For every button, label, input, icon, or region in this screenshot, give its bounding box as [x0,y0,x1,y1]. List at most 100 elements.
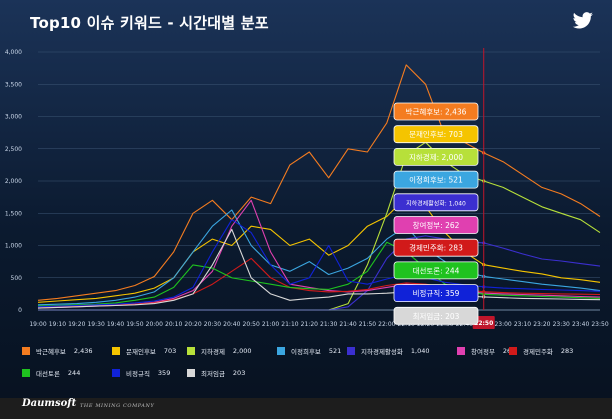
legend-series-name: 대선토론 [36,370,60,378]
series-line [37,209,601,306]
y-tick-label: 1,000 [5,243,22,250]
tooltip-box [393,170,479,189]
series-line [37,228,601,309]
tooltip-box [393,147,479,166]
x-tick-label: 23:10 [514,321,531,328]
time-marker-label: 22:50 [474,320,493,327]
x-tick-label: 21:10 [281,321,298,328]
y-tick-label: 2,000 [5,178,22,185]
legend-item: 최저임금 203 [187,366,245,380]
legend-series-value: 703 [163,347,177,355]
tooltip-box [393,261,479,280]
y-tick-label: 3,000 [5,114,22,121]
daumsoft-logo: Daumsoft [22,398,77,409]
tooltip-box [393,102,479,121]
tooltip-box [393,125,479,144]
x-tick-label: 20:50 [243,321,260,328]
legend-swatch [112,369,120,377]
series-line [37,196,601,303]
x-tick-label: 23:30 [553,321,570,328]
y-tick-label: 500 [11,275,23,282]
x-tick-label: 21:50 [359,321,376,328]
twitter-bird-icon[interactable] [572,12,594,34]
y-tick-label: 0 [18,307,22,314]
tooltip-label: 지하경제활성화: 1,040 [406,199,466,207]
legend-series-value: 1,040 [410,347,430,355]
tooltip-label: 박근혜후보: 2,436 [406,107,467,117]
tooltip-label: 창여정부: 262 [413,220,460,230]
legend-series-value: 521 [328,347,342,355]
tooltip-label: 지하경제: 2,000 [409,152,463,162]
tooltip-box [393,284,479,303]
tooltip-label: 이정희후보: 521 [409,175,463,185]
tooltip-label: 비정규직: 359 [413,288,460,298]
daumsoft-tagline: THE MINING COMPANY [80,403,155,409]
legend-series-name: 창여정부 [471,348,495,356]
legend-swatch [187,347,195,355]
tooltip-box [393,193,479,212]
y-tick-label: 3,500 [5,81,22,88]
legend-series-value: 359 [157,369,171,377]
x-tick-label: 21:20 [301,321,318,328]
y-tick-label: 2,500 [5,146,22,153]
legend-swatch [187,369,195,377]
legend-swatch [347,347,355,355]
x-tick-label: 22:00 [378,321,395,328]
legend-series-name: 지하경제 [201,348,225,356]
x-tick-label: 23:50 [591,321,608,328]
page-title: Top10 이슈 키워드 - 시간대별 분포 [30,14,269,32]
x-tick-label: 23:40 [572,321,589,328]
legend-swatch [22,369,30,377]
series-lines [37,64,601,311]
x-tick-label: 19:50 [126,321,143,328]
legend-series-value: 2,000 [232,347,252,355]
legend-item: 창여정부262 [457,344,515,358]
legend-item: 박근혜후보 2,436 [22,344,93,358]
tooltip-label: 대선토론: 244 [413,266,460,275]
y-tick-label: 4,000 [5,49,22,56]
tooltip-box [393,238,479,257]
legend-series-value: 203 [232,369,246,377]
tooltip-label: 경제민주화: 283 [409,243,463,253]
legend-item: 지하경제 2,000 [187,344,252,358]
series-line [37,219,601,308]
footer-bar [0,398,612,419]
series-line [37,64,601,301]
legend-item: 경제민주화 283 [509,344,573,358]
legend-item: 문재인후보 703 [112,344,176,358]
grid [38,51,600,311]
legend-swatch [457,347,465,355]
legend-item: 대선토론 244 [22,366,80,380]
legend-item: 비정규직 359 [112,366,170,380]
x-tick-label: 20:40 [223,321,240,328]
tooltip-label: 문재인후보: 703 [409,129,463,139]
x-tick-label: 19:20 [68,321,85,328]
legend-swatch [112,347,120,355]
y-tick-label: 1,500 [5,210,22,217]
x-tick-label: 19:10 [49,321,66,328]
legend-series-name: 경제민주화 [523,348,553,356]
legend-series-name: 비정규직 [126,370,150,378]
x-tick-label: 20:30 [204,321,221,328]
x-tick-label: 19:00 [29,321,46,328]
x-tick-label: 23:20 [533,321,550,328]
legend-series-value: 283 [560,347,574,355]
line-chart: 0 500 1,000 1,500 2,000 2,500 3,000 3,500 4,000 1… [5,48,609,329]
legend-series-name: 지하경제활성화 [361,348,403,356]
x-tick-label: 19:40 [107,321,124,328]
series-line [37,241,601,307]
legend: 박근혜후보 2,436 문재인후보 703 지하경제 2,000 이정희후보 521 지하경제활… [22,344,612,394]
x-tick-label: 21:30 [320,321,337,328]
x-tick-label: 20:00 [146,321,163,328]
series-line [37,199,601,309]
x-tick-label: 21:00 [262,321,279,328]
series-line [38,141,601,311]
legend-swatch [509,347,517,355]
legend-series-name: 박근혜후보 [36,348,66,356]
legend-series-value: 244 [67,369,81,377]
legend-swatch [22,347,30,355]
legend-item: 이정희후보 521 [277,344,341,358]
legend-series-name: 문재인후보 [126,348,156,356]
legend-series-value: 2,436 [73,347,93,355]
value-tooltips: 박근혜후보: 2,436 문재인후보: 703 지하경제: 2,000 이정희후보: … [393,102,479,325]
